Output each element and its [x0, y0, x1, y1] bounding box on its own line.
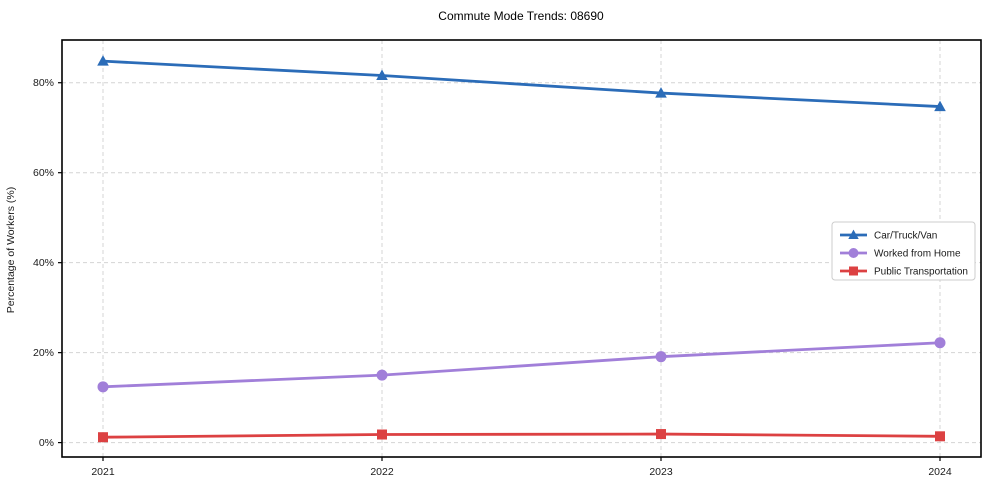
series-marker-square [935, 431, 945, 442]
series-marker-triangle [97, 55, 109, 66]
series-line [101, 432, 942, 439]
series-marker-square [377, 429, 387, 440]
y-axis-label: Percentage of Workers (%) [5, 187, 17, 313]
x-tick-label: 2024 [928, 466, 952, 478]
series-marker-square [98, 432, 108, 443]
x-tick-label: 2022 [370, 466, 394, 478]
series-marker-triangle [934, 100, 946, 112]
series-marker-square [849, 266, 858, 276]
y-tick-label: 80% [33, 77, 54, 89]
series-line [101, 341, 942, 389]
x-tick-label: 2023 [649, 466, 673, 478]
legend-box [831, 221, 976, 281]
series-marker-triangle [655, 87, 667, 98]
legend-label: Worked from Home [874, 249, 961, 260]
x-tick-label: 2021 [91, 466, 115, 478]
series-marker-square [656, 429, 666, 440]
legend-label: Public Transportation [874, 267, 968, 278]
chart-title: Commute Mode Trends: 08690 [438, 9, 604, 23]
y-tick-label: 20% [33, 347, 54, 359]
plot-border [61, 39, 982, 458]
y-tick-label: 40% [33, 257, 54, 269]
series-marker-triangle [376, 69, 388, 81]
series-line [101, 59, 942, 108]
series-marker-circle [97, 381, 109, 393]
y-tick-label: 0% [39, 437, 54, 449]
series-marker-circle [934, 337, 946, 349]
series-marker-circle [376, 369, 388, 381]
legend-label: Car/Truck/Van [874, 231, 937, 242]
series-marker-triangle [848, 229, 859, 240]
y-tick-label: 60% [33, 167, 54, 179]
plot-area: 0% 20% 40% 60% 80% 2021 2022 2023 2024 Car/Truck/… [33, 39, 982, 478]
series-marker-circle [655, 351, 667, 363]
series-marker-circle [848, 248, 859, 258]
